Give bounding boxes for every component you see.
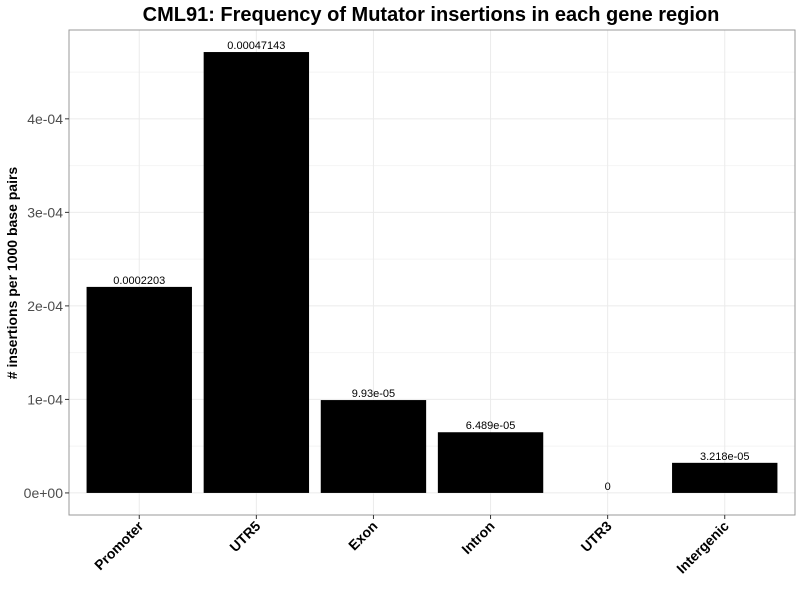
bars — [86, 52, 778, 493]
x-tick-label-utr5: UTR5 — [226, 518, 263, 555]
y-axis-label: # insertions per 1000 base pairs — [4, 167, 20, 380]
y-tick-label: 1e-04 — [27, 391, 63, 407]
data-labels: 0.0002203 0.00047143 9.93e-05 6.489e-05 0 3.2… — [113, 40, 749, 493]
data-label-utr3: 0 — [605, 481, 611, 493]
data-label-promoter: 0.0002203 — [113, 275, 165, 287]
y-axis: 0e+00 1e-04 2e-04 3e-04 4e-04 — [24, 111, 69, 501]
bar-intron — [437, 432, 544, 493]
y-tick-label: 0e+00 — [24, 485, 64, 501]
y-tick-label: 4e-04 — [27, 111, 63, 127]
bar-promoter — [86, 286, 192, 493]
x-tick-label-exon: Exon — [345, 518, 381, 554]
x-tick-label-utr3: UTR3 — [578, 518, 615, 555]
x-tick-label-intergenic: Intergenic — [673, 518, 732, 577]
y-tick-label: 3e-04 — [27, 204, 63, 220]
y-tick-label: 2e-04 — [27, 298, 63, 314]
x-tick-label-promoter: Promoter — [91, 517, 147, 573]
data-label-exon: 9.93e-05 — [352, 388, 395, 400]
x-tick-label-intron: Intron — [458, 518, 497, 557]
data-label-intron: 6.489e-05 — [466, 420, 516, 432]
bar-intergenic — [672, 462, 778, 493]
data-label-intergenic: 3.218e-05 — [700, 451, 750, 463]
panel-border — [68, 29, 796, 516]
x-axis: Promoter UTR5 Exon Intron UTR3 Intergenic — [91, 515, 732, 576]
chart-title: CML91: Frequency of Mutator insertions i… — [143, 4, 720, 26]
bar-utr5 — [203, 52, 310, 493]
bar-exon — [320, 400, 427, 493]
data-label-utr5: 0.00047143 — [227, 40, 285, 52]
